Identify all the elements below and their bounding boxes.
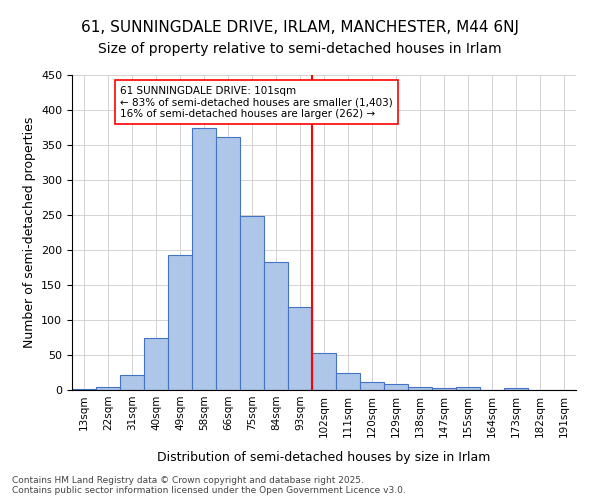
Bar: [144, 338, 168, 390]
Bar: [240, 216, 264, 390]
Bar: [264, 262, 288, 390]
Text: Contains HM Land Registry data © Crown copyright and database right 2025.
Contai: Contains HM Land Registry data © Crown c…: [12, 476, 406, 495]
Bar: [384, 384, 408, 390]
Bar: [312, 353, 336, 390]
Bar: [504, 388, 528, 390]
Bar: [96, 386, 120, 390]
Bar: [288, 306, 312, 390]
Text: 61 SUNNINGDALE DRIVE: 101sqm
← 83% of semi-detached houses are smaller (1,403)
1: 61 SUNNINGDALE DRIVE: 101sqm ← 83% of se…: [120, 86, 393, 118]
Bar: [168, 255, 192, 390]
Bar: [456, 386, 480, 390]
Bar: [408, 386, 432, 390]
Text: Size of property relative to semi-detached houses in Irlam: Size of property relative to semi-detach…: [98, 42, 502, 56]
X-axis label: Distribution of semi-detached houses by size in Irlam: Distribution of semi-detached houses by …: [157, 451, 491, 464]
Bar: [336, 372, 360, 390]
Bar: [192, 128, 216, 390]
Bar: [360, 382, 384, 390]
Bar: [432, 388, 456, 390]
Bar: [216, 136, 240, 390]
Text: 61, SUNNINGDALE DRIVE, IRLAM, MANCHESTER, M44 6NJ: 61, SUNNINGDALE DRIVE, IRLAM, MANCHESTER…: [81, 20, 519, 35]
Y-axis label: Number of semi-detached properties: Number of semi-detached properties: [23, 117, 35, 348]
Bar: [120, 374, 144, 390]
